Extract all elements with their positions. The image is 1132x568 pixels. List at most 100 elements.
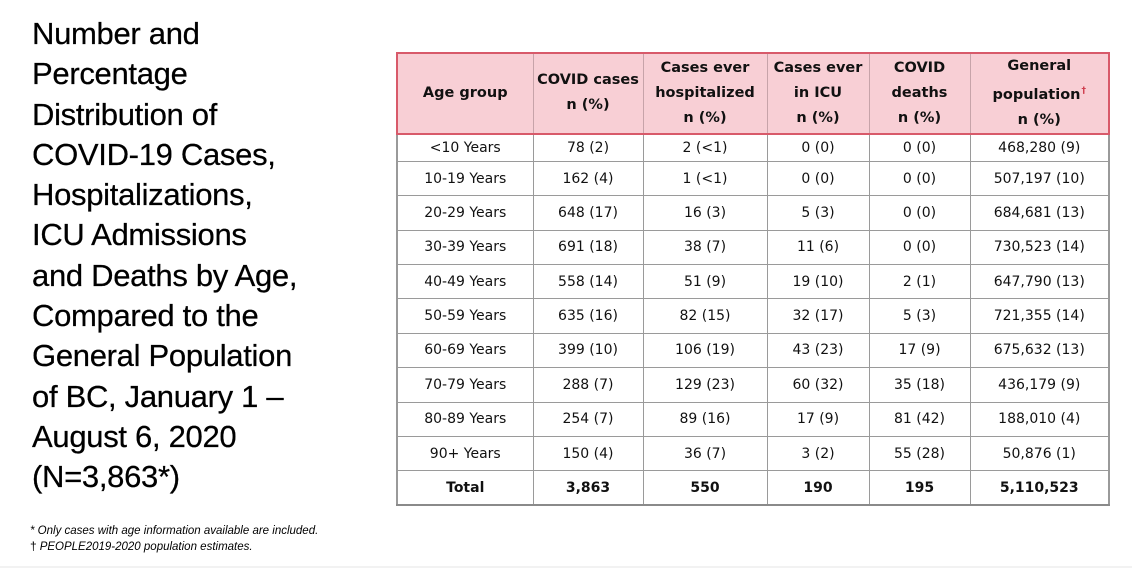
population-cell: 507,197 (10)	[969, 160, 1110, 197]
header-label: General	[1007, 58, 1072, 74]
hospitalized-cell: 106 (19)	[642, 332, 768, 369]
table-header: Age group COVID cases n (%) Cases ever h…	[396, 52, 1110, 135]
age-group-cell: 60-69 Years	[396, 332, 534, 369]
population-cell: 436,179 (9)	[969, 367, 1110, 403]
title-line: Distribution of	[32, 96, 218, 132]
age-group-cell: 20-29 Years	[396, 195, 534, 231]
header-unit: n (%)	[1017, 111, 1061, 128]
deaths-cell: 2 (1)	[868, 263, 971, 300]
header-label-text: population	[992, 86, 1081, 103]
total-label-cell: Total	[396, 470, 534, 507]
age-group-cell: 30-39 Years	[396, 229, 534, 266]
table-row: <10 Years 78 (2) 2 (<1) 0 (0) 0 (0) 468,…	[396, 133, 1110, 162]
deaths-cell: 81 (42)	[868, 401, 971, 437]
table-row: 70-79 Years 288 (7) 129 (23) 60 (32) 35 …	[396, 367, 1110, 403]
total-hospitalized-cell: 550	[642, 470, 768, 507]
age-group-cell: 90+ Years	[396, 435, 534, 472]
icu-cell: 0 (0)	[766, 133, 870, 162]
covid-cases-cell: 399 (10)	[532, 332, 644, 369]
hospitalized-cell: 89 (16)	[642, 401, 768, 437]
icu-cell: 11 (6)	[766, 229, 870, 266]
population-cell: 721,355 (14)	[969, 298, 1110, 334]
deaths-cell: 17 (9)	[868, 332, 971, 369]
icu-cell: 60 (32)	[766, 367, 870, 403]
covid-cases-cell: 254 (7)	[532, 401, 644, 437]
header-label: hospitalized	[655, 84, 755, 101]
title-line: Compared to the	[32, 298, 259, 334]
total-covid-cases-cell: 3,863	[532, 470, 644, 507]
table-row: 20-29 Years 648 (17) 16 (3) 5 (3) 0 (0) …	[396, 195, 1110, 231]
total-deaths-cell: 195	[868, 470, 971, 507]
header-unit: n (%)	[897, 109, 942, 126]
hospitalized-cell: 38 (7)	[642, 229, 768, 266]
icu-cell: 0 (0)	[766, 160, 870, 197]
icu-cell: 32 (17)	[766, 298, 870, 334]
header-hospitalized: Cases ever hospitalized n (%)	[642, 52, 768, 135]
title-line: of BC, January 1 –	[32, 378, 284, 414]
dagger-symbol: †	[30, 539, 37, 553]
table-row: 50-59 Years 635 (16) 82 (15) 32 (17) 5 (…	[396, 298, 1110, 334]
header-unit: n (%)	[683, 109, 727, 126]
age-group-cell: <10 Years	[396, 133, 534, 162]
table-body: <10 Years 78 (2) 2 (<1) 0 (0) 0 (0) 468,…	[396, 133, 1110, 507]
table-row: 90+ Years 150 (4) 36 (7) 3 (2) 55 (28) 5…	[396, 435, 1110, 472]
total-icu-cell: 190	[766, 470, 870, 507]
title-line: and Deaths by Age,	[32, 257, 298, 293]
title-line: ICU Admissions	[32, 217, 247, 253]
title-line: COVID-19 Cases,	[32, 136, 276, 172]
age-group-cell: 70-79 Years	[396, 367, 534, 403]
age-group-cell: 50-59 Years	[396, 298, 534, 334]
slide-title: Number and Percentage Distribution of CO…	[32, 14, 352, 498]
header-icu: Cases ever in ICU n (%)	[766, 52, 870, 135]
covid-cases-cell: 635 (16)	[532, 298, 644, 334]
age-group-cell: 40-49 Years	[396, 263, 534, 300]
total-row: Total 3,863 550 190 195 5,110,523	[396, 470, 1110, 507]
covid-cases-cell: 150 (4)	[532, 435, 644, 472]
age-group-cell: 80-89 Years	[396, 401, 534, 437]
total-population-cell: 5,110,523	[969, 470, 1110, 507]
age-distribution-table: Age group COVID cases n (%) Cases ever h…	[396, 52, 1110, 507]
hospitalized-cell: 129 (23)	[642, 367, 768, 403]
icu-cell: 3 (2)	[766, 435, 870, 472]
hospitalized-cell: 1 (<1)	[642, 160, 768, 197]
population-cell: 468,280 (9)	[969, 133, 1110, 162]
footnote-population-text: PEOPLE2019-2020 population estimates.	[39, 541, 253, 553]
population-cell: 188,010 (4)	[969, 401, 1110, 437]
covid-cases-cell: 162 (4)	[532, 160, 644, 197]
deaths-cell: 0 (0)	[868, 229, 971, 266]
title-line: August 6, 2020	[32, 418, 237, 454]
table-row: 10-19 Years 162 (4) 1 (<1) 0 (0) 0 (0) 5…	[396, 160, 1110, 197]
population-cell: 647,790 (13)	[969, 263, 1110, 300]
footnote-population-source: † PEOPLE2019-2020 population estimates.	[30, 539, 318, 555]
table-row: 60-69 Years 399 (10) 106 (19) 43 (23) 17…	[396, 332, 1110, 369]
header-unit: n (%)	[796, 109, 840, 126]
header-age-group: Age group	[396, 52, 534, 135]
deaths-cell: 5 (3)	[868, 298, 971, 334]
header-unit: n (%)	[566, 97, 610, 114]
header-row: Age group COVID cases n (%) Cases ever h…	[396, 52, 1110, 135]
hospitalized-cell: 82 (15)	[642, 298, 768, 334]
covid-cases-cell: 691 (18)	[532, 229, 644, 266]
icu-cell: 43 (23)	[766, 332, 870, 369]
population-cell: 730,523 (14)	[969, 229, 1110, 266]
header-deaths: COVID deaths n (%)	[868, 52, 971, 135]
covid-cases-cell: 558 (14)	[532, 263, 644, 300]
covid-cases-cell: 648 (17)	[532, 195, 644, 231]
hospitalized-cell: 36 (7)	[642, 435, 768, 472]
deaths-cell: 0 (0)	[868, 195, 971, 231]
icu-cell: 19 (10)	[766, 263, 870, 300]
header-label: population†	[971, 79, 1109, 108]
deaths-cell: 55 (28)	[868, 435, 971, 472]
title-line: General Population	[32, 338, 293, 374]
header-label: COVID cases	[537, 72, 639, 89]
header-label: in ICU	[793, 84, 843, 101]
header-label: Age group	[422, 84, 508, 101]
table-row: 30-39 Years 691 (18) 38 (7) 11 (6) 0 (0)…	[396, 229, 1110, 266]
icu-cell: 17 (9)	[766, 401, 870, 437]
title-line: Hospitalizations,	[32, 177, 253, 213]
age-group-cell: 10-19 Years	[396, 160, 534, 197]
deaths-cell: 35 (18)	[868, 367, 971, 403]
icu-cell: 5 (3)	[766, 195, 870, 231]
dagger-mark: †	[1081, 86, 1086, 96]
bottom-divider	[0, 566, 1132, 568]
